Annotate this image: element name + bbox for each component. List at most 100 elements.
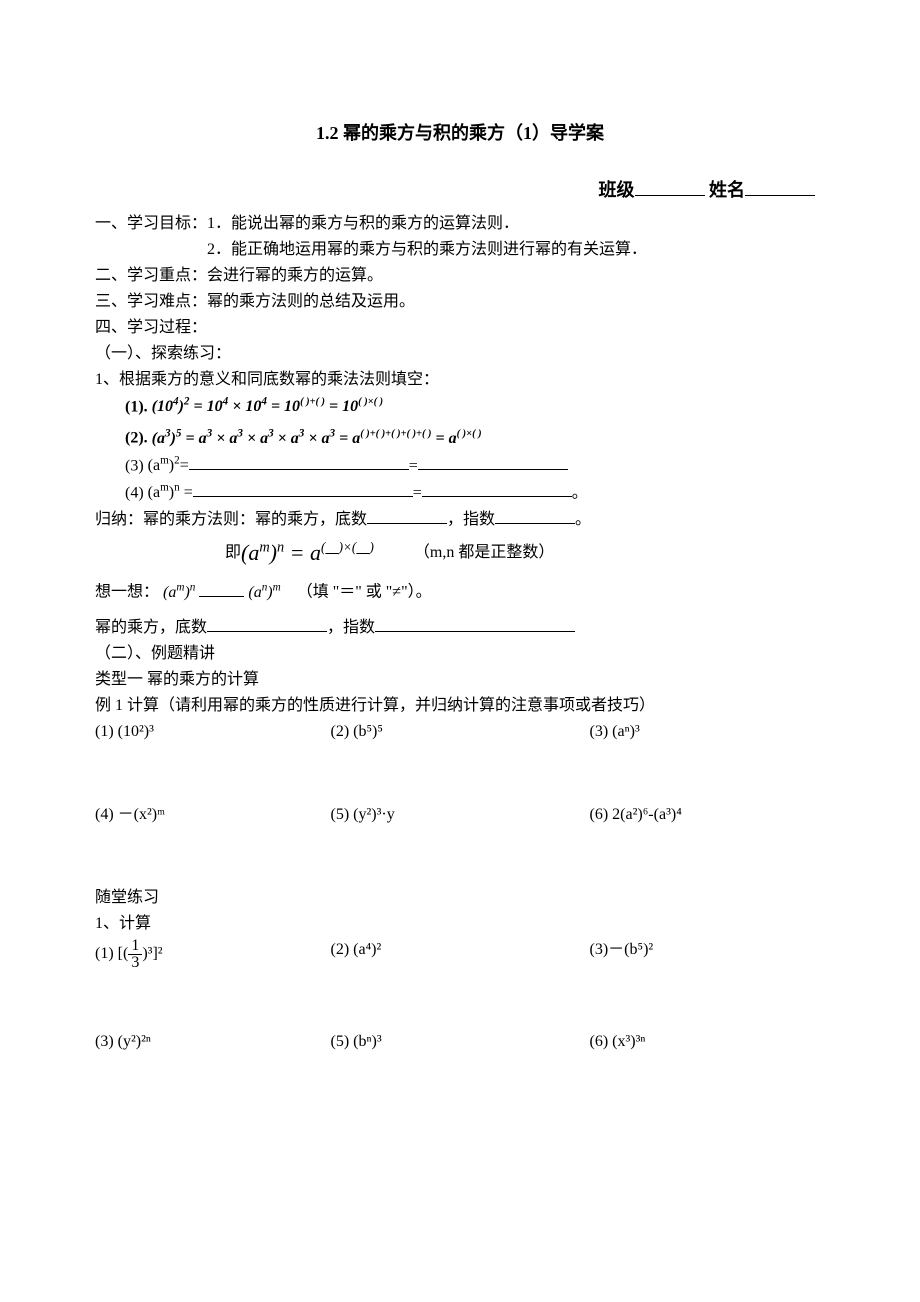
q1-intro-text: 1、根据乘方的意义和同底数幂的乘法法则填空： bbox=[95, 371, 439, 388]
prac-row1: (1) [(13)³]² (2) (a⁴)² (3)－(b⁵)² bbox=[95, 938, 825, 971]
ex1-row2: (4) －(x²)ᵐ (5) (y²)³·y (6) 2(a²)⁶-(a³)⁴ bbox=[95, 803, 825, 827]
sec1: 一、学习目标：1．能说出幂的乘方与积的乘方的运算法则． bbox=[95, 212, 825, 236]
big-formula-note: （m,n 都是正整数） bbox=[414, 541, 554, 565]
type1: 类型一 幂的乘方的计算 bbox=[95, 668, 825, 692]
spacer2 bbox=[95, 829, 825, 884]
sec1-item2-text: 2．能正确地运用幂的乘方与积的乘方法则进行幂的有关运算． bbox=[207, 241, 647, 258]
sec1-item1: 1．能说出幂的乘方与积的乘方的运算法则． bbox=[207, 215, 519, 232]
ex1-i1: (1) (10²)³ bbox=[95, 720, 330, 744]
prac-i1-prefix: (1) [( bbox=[95, 945, 128, 962]
eq1-s2-exp: ( )+( ) bbox=[300, 397, 325, 408]
eq3-lhs: (am)2= bbox=[148, 457, 189, 474]
think-left: (am)n bbox=[163, 584, 195, 601]
eq4: (4) (am)n ==。 bbox=[95, 480, 825, 505]
ex1-i2: (2) (b⁵)⁵ bbox=[330, 720, 589, 744]
fill: 幂的乘方，底数 ，指数 bbox=[95, 615, 825, 640]
class-blank bbox=[635, 177, 705, 196]
name-blank bbox=[745, 177, 815, 196]
eq4-lhs: (am)n = bbox=[148, 484, 193, 501]
q1-intro: 1、根据乘方的意义和同底数幂的乘法法则填空： bbox=[95, 368, 825, 392]
eq4-blank1 bbox=[193, 480, 413, 497]
eq4-label: (4) bbox=[125, 484, 144, 501]
prac: 随堂练习 bbox=[95, 886, 825, 910]
prac-i6: (6) (x³)³ⁿ bbox=[590, 1030, 825, 1054]
sec1-label: 一、学习目标： bbox=[95, 215, 207, 232]
eq2-s3-exp: ( )×( ) bbox=[457, 428, 482, 439]
fill-blank2 bbox=[375, 615, 575, 632]
eq3-blank1 bbox=[189, 453, 409, 470]
sec2-text: 会进行幂的乘方的运算。 bbox=[207, 267, 383, 284]
eq1-s2: = 10( )+( ) bbox=[271, 398, 325, 415]
sub2: （二）、例题精讲 bbox=[95, 642, 825, 666]
frac-icon: 13 bbox=[128, 938, 142, 971]
big-formula-row: 即 (am)n = a( )×( ) （m,n 都是正整数） bbox=[95, 536, 825, 569]
ex1: 例 1 计算（请利用幂的乘方的性质进行计算，并归纳计算的注意事项或者技巧） bbox=[95, 694, 825, 718]
summary-blank2 bbox=[495, 507, 575, 524]
spacer3 bbox=[95, 973, 825, 1028]
prac-sub: 1、计算 bbox=[95, 912, 825, 936]
eq2-s2-exp: ( )+( )+( )+( )+( ) bbox=[360, 428, 431, 439]
summary: 归纳：幂的乘方法则：幂的乘方，底数 ，指数 。 bbox=[95, 507, 825, 532]
ex1-i3: (3) (aⁿ)³ bbox=[590, 720, 825, 744]
sub1: （一）、探索练习： bbox=[95, 342, 825, 366]
think-tail: （填 "＝" 或 "≠"）。 bbox=[285, 584, 432, 601]
eq1-label: (1). bbox=[125, 398, 148, 415]
eq2-lhs: (a3)5 bbox=[152, 430, 186, 447]
summary-blank1 bbox=[367, 507, 447, 524]
ex1-i5: (5) (y²)³·y bbox=[330, 803, 589, 827]
sec3-label: 三、学习难点： bbox=[95, 293, 207, 310]
prac-sub-label: 1、计算 bbox=[95, 915, 151, 932]
sec3-text: 幂的乘方法则的总结及运用。 bbox=[207, 293, 415, 310]
sec1-item2: 2．能正确地运用幂的乘方与积的乘方法则进行幂的有关运算． bbox=[95, 238, 825, 262]
eq2-s2: = a( )+( )+( )+( )+( ) bbox=[339, 430, 431, 447]
sec2: 二、学习重点：会进行幂的乘方的运算。 bbox=[95, 264, 825, 288]
prac-row2: (3) (y²)²ⁿ (5) (bⁿ)³ (6) (x³)³ⁿ bbox=[95, 1030, 825, 1054]
sub2-label: （二）、例题精讲 bbox=[95, 645, 215, 662]
ex1-i6: (6) 2(a²)⁶-(a³)⁴ bbox=[590, 803, 825, 827]
prac-i5: (5) (bⁿ)³ bbox=[330, 1030, 589, 1054]
eq3-eq: = bbox=[409, 457, 418, 474]
prac-i3: (3)－(b⁵)² bbox=[590, 938, 825, 971]
sub1-label: （一）、探索练习： bbox=[95, 345, 231, 362]
header-row: 班级 姓名 bbox=[95, 177, 825, 204]
summary-tail: 。 bbox=[575, 511, 591, 528]
eq4-blank2 bbox=[422, 480, 572, 497]
prac-i1: (1) [(13)³]² bbox=[95, 938, 330, 971]
name-label: 姓名 bbox=[709, 180, 745, 200]
fill-blank1 bbox=[207, 615, 327, 632]
eq1-s1: = 104 × 104 bbox=[194, 398, 267, 415]
page-title: 1.2 幂的乘方与积的乘方（1）导学案 bbox=[95, 120, 825, 147]
big-formula-prefix: 即 bbox=[225, 541, 241, 565]
think-blank bbox=[199, 580, 244, 597]
think: 想一想： (am)n (an)m （填 "＝" 或 "≠"）。 bbox=[95, 579, 825, 604]
eq2-label: (2). bbox=[125, 430, 148, 447]
spacer1 bbox=[95, 746, 825, 801]
summary-prefix: 归纳：幂的乘方法则：幂的乘方，底数 bbox=[95, 511, 367, 528]
fill-prefix: 幂的乘方，底数 bbox=[95, 619, 207, 636]
sec4: 四、学习过程： bbox=[95, 316, 825, 340]
eq3-label: (3) bbox=[125, 457, 144, 474]
ex1-row1: (1) (10²)³ (2) (b⁵)⁵ (3) (aⁿ)³ bbox=[95, 720, 825, 744]
eq2-s1: = a3 × a3 × a3 × a3 × a3 bbox=[186, 430, 336, 447]
prac-label: 随堂练习 bbox=[95, 889, 159, 906]
think-right: (an)m bbox=[248, 584, 280, 601]
sec4-label: 四、学习过程： bbox=[95, 319, 207, 336]
sec3: 三、学习难点：幂的乘方法则的总结及运用。 bbox=[95, 290, 825, 314]
eq3-blank2 bbox=[418, 453, 568, 470]
eq1-s3-exp: ( )×( ) bbox=[358, 397, 383, 408]
eq2-s3: = a( )×( ) bbox=[436, 430, 482, 447]
fill-mid: ，指数 bbox=[327, 619, 375, 636]
class-label: 班级 bbox=[599, 180, 635, 200]
ex1-label: 例 1 计算（请利用幂的乘方的性质进行计算，并归纳计算的注意事项或者技巧） bbox=[95, 697, 655, 714]
eq1-lhs: (104)2 bbox=[152, 398, 194, 415]
summary-mid: ，指数 bbox=[447, 511, 495, 528]
eq1-s3: = 10( )×( ) bbox=[329, 398, 383, 415]
prac-i2: (2) (a⁴)² bbox=[330, 938, 589, 971]
eq4-eq: = bbox=[413, 484, 422, 501]
big-formula: (am)n = a( )×( ) bbox=[241, 536, 374, 569]
prac-i4: (3) (y²)²ⁿ bbox=[95, 1030, 330, 1054]
eq3: (3) (am)2= = bbox=[95, 453, 825, 478]
prac-i1-suffix: )³]² bbox=[142, 945, 162, 962]
ex1-i4: (4) －(x²)ᵐ bbox=[95, 803, 330, 827]
think-prefix: 想一想： bbox=[95, 584, 159, 601]
